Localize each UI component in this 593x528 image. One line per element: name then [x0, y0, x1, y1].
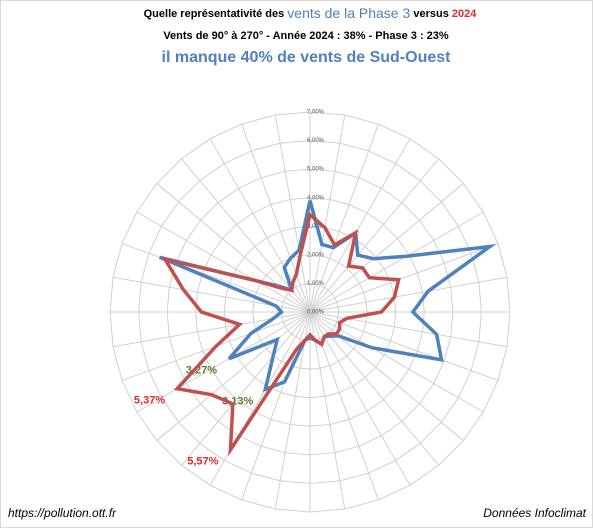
- y-tick-label: 0,00%: [307, 310, 325, 316]
- spoke: [309, 123, 379, 313]
- spoke: [112, 311, 311, 348]
- y-tick-label: 6,00%: [307, 138, 325, 144]
- spoke: [309, 158, 439, 313]
- spoke: [274, 114, 311, 313]
- chart-subtitle: Vents de 90° à 270° - Année 2024 : 38% -…: [163, 30, 449, 42]
- spoke: [156, 183, 311, 313]
- title-part: vents de la Phase 3: [287, 5, 410, 21]
- spoke: [309, 183, 464, 313]
- spoke: [309, 311, 346, 510]
- title-part: versus: [410, 8, 452, 20]
- headline: il manque 40% de vents de Sud-Ouest: [162, 49, 452, 66]
- y-tick-label: 7,00%: [307, 110, 325, 116]
- spoke: [136, 311, 311, 413]
- spoke: [121, 243, 311, 313]
- y-tick-label: 2,00%: [307, 252, 325, 258]
- plot: 0,00%1,00%2,00%3,00%4,00%5,00%6,00%7,00%…: [109, 110, 511, 513]
- spoke: [181, 158, 311, 313]
- spoke: [309, 211, 484, 313]
- spoke: [241, 311, 311, 501]
- spoke: [181, 311, 311, 466]
- chart-title: Quelle représentativité des vents de la …: [144, 5, 478, 21]
- spoke: [156, 311, 311, 441]
- title-part: 2024: [452, 8, 477, 20]
- spoke: [309, 114, 346, 313]
- y-tick-label: 4,00%: [307, 195, 325, 201]
- source-right: Données Infoclimat: [483, 506, 586, 520]
- spoke: [309, 311, 411, 486]
- y-tick-label: 5,00%: [307, 167, 325, 173]
- data-label: 5,37%: [134, 395, 165, 407]
- spoke: [309, 276, 508, 313]
- spoke: [136, 211, 311, 313]
- series-line: [161, 211, 401, 457]
- data-label: 3,27%: [186, 365, 217, 377]
- title-part: Quelle représentativité des: [144, 8, 288, 20]
- spoke: [309, 243, 499, 313]
- source-left: https://pollution.ott.fr: [8, 506, 117, 520]
- spoke: [309, 311, 508, 348]
- spoke: [309, 138, 411, 313]
- spoke: [209, 311, 311, 486]
- y-tick-label: 1,00%: [307, 281, 325, 287]
- data-label: 5,57%: [187, 456, 218, 468]
- spoke: [241, 123, 311, 313]
